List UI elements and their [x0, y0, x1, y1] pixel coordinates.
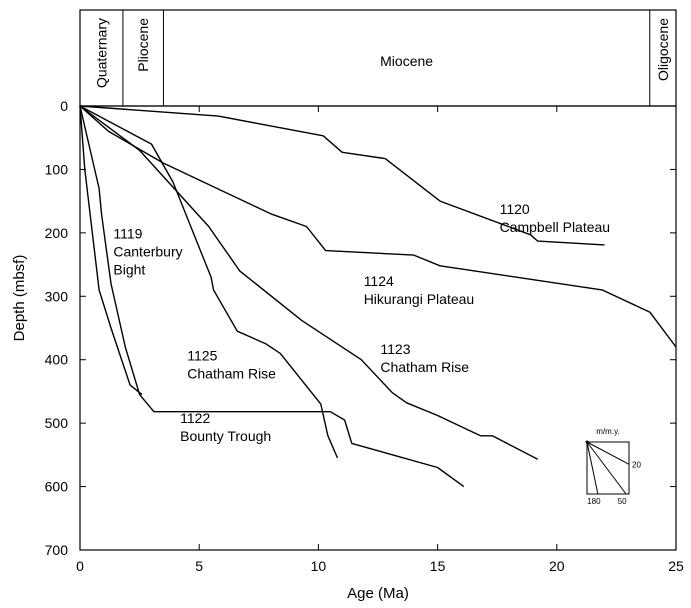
series-line — [79, 105, 677, 348]
series-line — [79, 105, 465, 488]
x-tick-label: 15 — [430, 558, 446, 574]
series-label: Chatham Rise — [187, 365, 276, 381]
y-tick-label: 200 — [45, 225, 69, 241]
epoch-label: Pliocene — [135, 18, 151, 72]
rate-key-box — [586, 441, 630, 495]
y-axis: 0 100 200 300 400 500 600 700 — [45, 98, 676, 558]
series-label: 1119 — [113, 226, 142, 242]
series-line — [79, 105, 339, 459]
epoch-band: Quaternary Pliocene Miocene Oligocene — [79, 9, 677, 107]
y-tick-label: 600 — [45, 479, 69, 495]
y-tick-label: 500 — [45, 415, 69, 431]
rate-key-title: m/m.y. — [596, 427, 619, 436]
x-tick-label: 5 — [195, 558, 203, 574]
rate-key-line — [586, 441, 599, 495]
epoch-label: Oligocene — [655, 18, 671, 81]
rate-key-origin — [585, 440, 589, 444]
series-label: Hikurangi Plateau — [364, 291, 475, 307]
series-label: Bight — [113, 262, 145, 278]
series-label: 1120 — [500, 201, 530, 217]
y-tick-label: 300 — [45, 288, 69, 304]
y-tick-label: 400 — [45, 352, 69, 368]
plot-border — [79, 105, 677, 551]
x-tick-label: 20 — [549, 558, 565, 574]
epoch-label: Quaternary — [93, 18, 109, 88]
series-annotations: 1120 Campbell Plateau 1124 Hikurangi Platea… — [113, 201, 610, 444]
plot-frame — [79, 105, 677, 551]
series-label: Chatham Rise — [380, 359, 469, 375]
series-label: Bounty Trough — [180, 428, 271, 444]
rate-key-line — [586, 441, 627, 495]
series-line — [79, 105, 605, 246]
x-tick-label: 25 — [668, 558, 684, 574]
x-tick-label: 10 — [311, 558, 327, 574]
y-tick-label: 100 — [45, 161, 69, 177]
rate-key-label: 20 — [632, 460, 641, 469]
x-tick-label: 0 — [76, 558, 84, 574]
rate-key-line — [586, 441, 630, 465]
epoch-label: Miocene — [380, 53, 433, 69]
series-label: 1123 — [380, 341, 410, 357]
series-label: 1124 — [364, 273, 394, 289]
series-label: 1125 — [187, 347, 217, 363]
y-tick-label: 0 — [60, 98, 68, 114]
y-tick-label: 700 — [45, 542, 69, 558]
x-axis: 0 5 10 15 20 25 — [76, 106, 684, 574]
epoch-band-border — [79, 9, 677, 107]
series-label: Canterbury — [113, 244, 182, 260]
rate-key: m/m.y. 20 50 180 — [585, 427, 641, 506]
series-line — [79, 105, 143, 396]
series-label: Campbell Plateau — [500, 219, 611, 235]
rate-key-label: 180 — [587, 497, 601, 506]
rate-key-label: 50 — [618, 497, 627, 506]
x-axis-title: Age (Ma) — [347, 585, 409, 602]
series-line — [79, 105, 539, 460]
y-axis-title: Depth (mbsf) — [11, 255, 28, 342]
series-lines — [79, 105, 677, 488]
series-label: 1122 — [180, 410, 210, 426]
